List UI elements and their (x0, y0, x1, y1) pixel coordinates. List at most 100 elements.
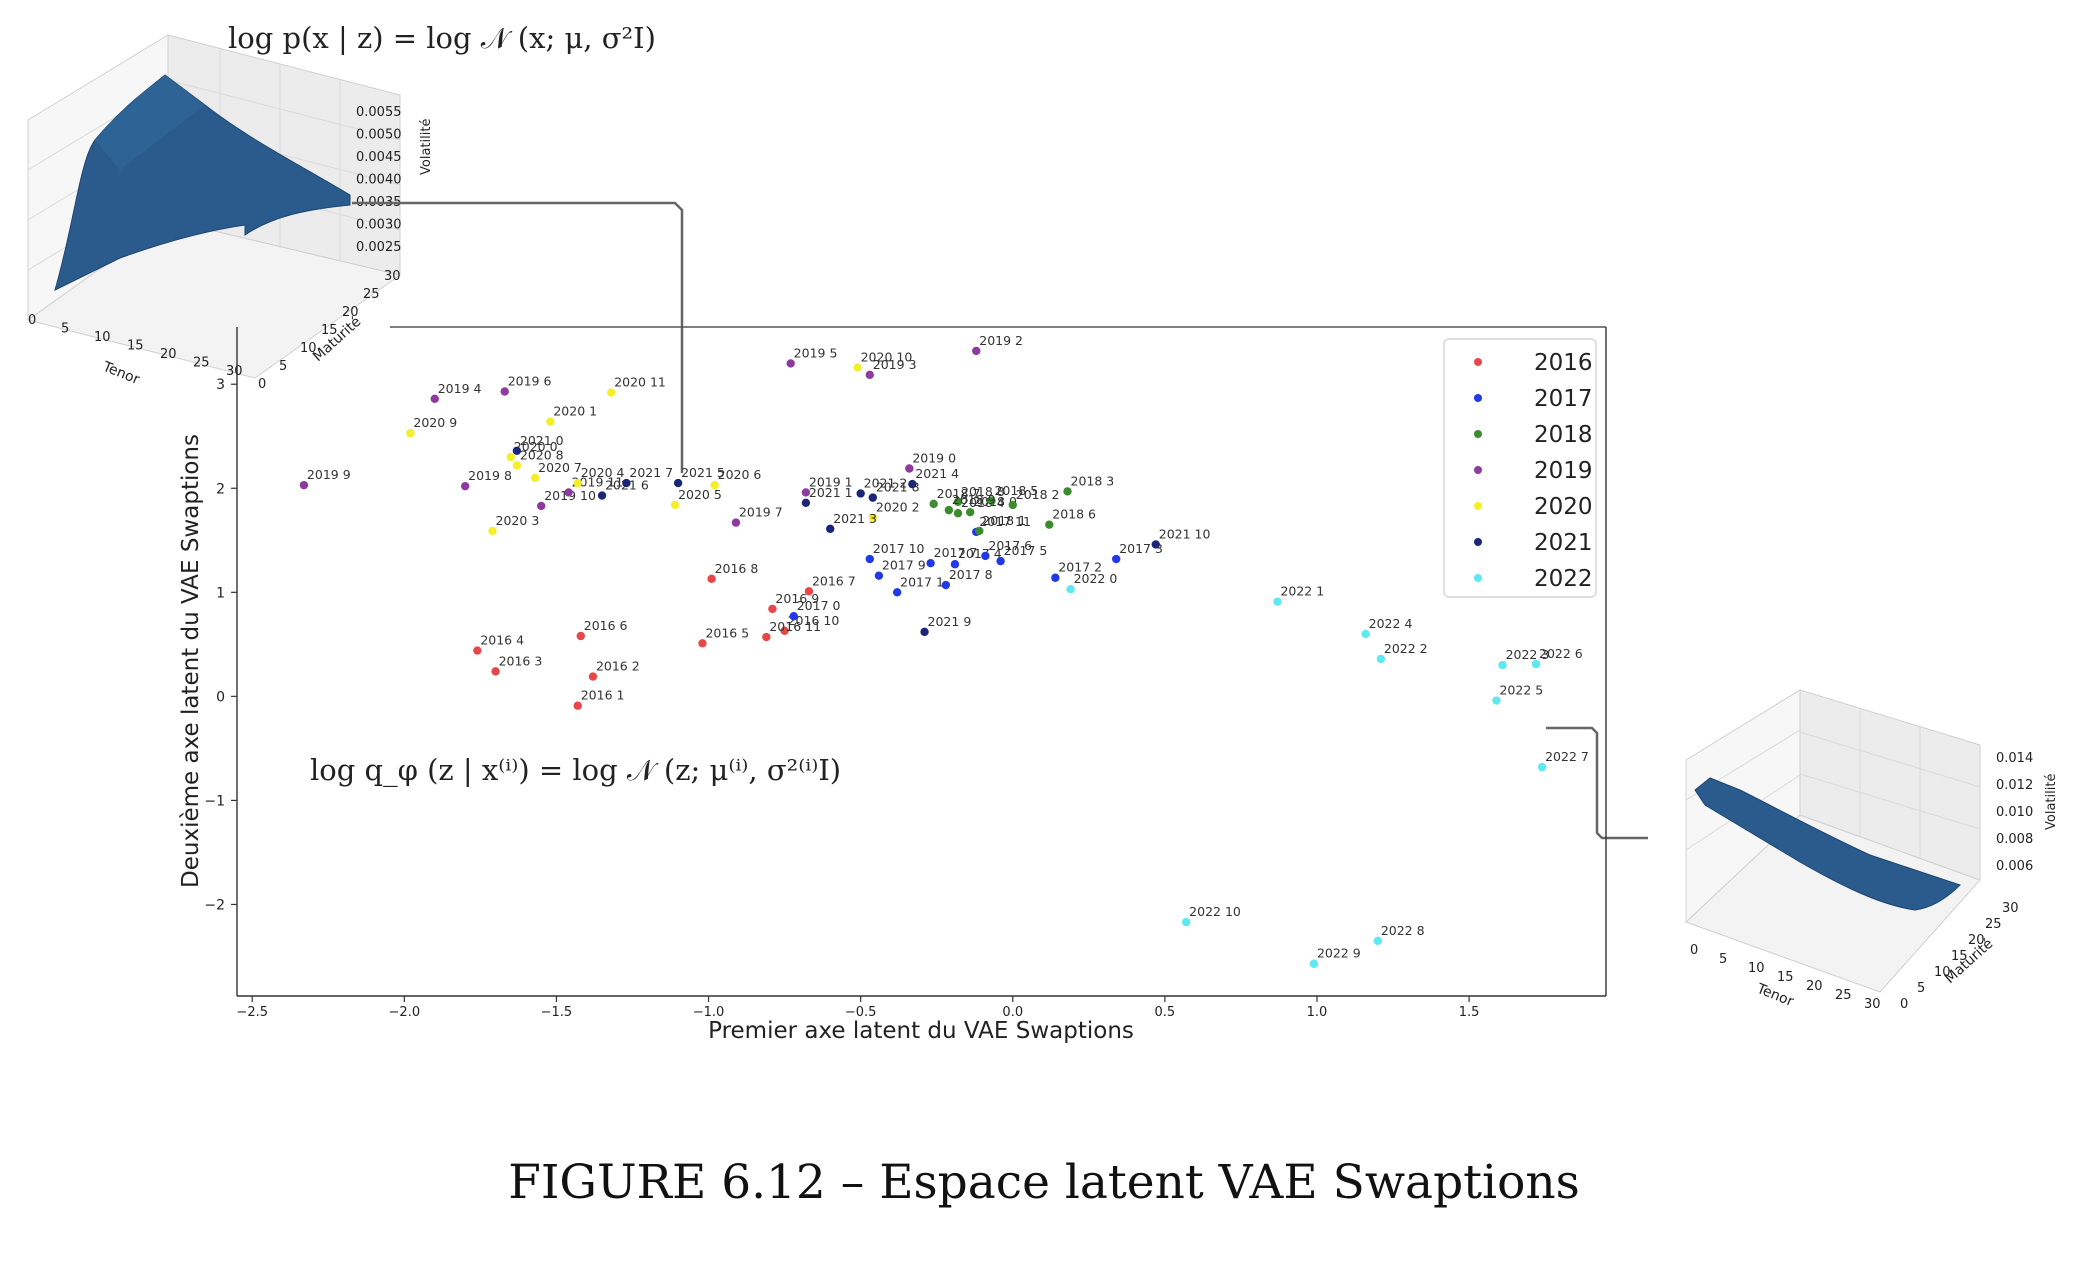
z-tick-label: 0.014 (1996, 751, 2033, 766)
surface-top-yticks: 05 10 15 20 25 30 (258, 269, 401, 392)
x-tick-label: 20 (160, 347, 177, 362)
series-2016: 2016 1 2016 2 2016 3 2016 4 2016 5 2016 6 2016… (473, 561, 856, 710)
point-label: 2016 10 (788, 613, 840, 628)
z-tick-label: 0.0045 (356, 150, 402, 165)
legend-label: 2016 (1534, 350, 1593, 376)
point-label: 2019 5 (794, 345, 838, 360)
z-tick-label: 0.010 (1996, 805, 2033, 820)
scatter-point (1181, 917, 1191, 927)
y-tick-label: 15 (321, 323, 338, 338)
x-tick-label: 1.5 (1459, 1005, 1480, 1020)
point-label: 2018 6 (1052, 507, 1096, 522)
series-2021: 2021 0 2021 1 2021 2 2021 3 2021 4 2021 5 2021… (512, 433, 1211, 637)
scatter-point (1492, 696, 1501, 705)
scatter-point (780, 626, 789, 636)
scatter-point (892, 588, 902, 597)
point-label: 2021 0 (520, 433, 564, 448)
y-tick-label: 0 (1900, 997, 1908, 1012)
scatter-point (1112, 554, 1121, 564)
scatter-point (868, 513, 878, 522)
point-label: 2019 1 (809, 474, 853, 489)
y-tick-label: −1 (204, 793, 225, 809)
scatter-point (573, 701, 582, 710)
legend-marker (1474, 394, 1482, 402)
series-2019: 2019 0 2019 1 2019 2 2019 3 2019 4 2019 5 2019… (299, 333, 1023, 527)
x-tick-label: 25 (193, 356, 210, 371)
point-label: 2016 2 (596, 659, 640, 674)
scatter-point (430, 394, 439, 403)
scatter-point (597, 491, 607, 500)
y-tick-label: −2 (204, 897, 225, 913)
scatter-point (488, 526, 497, 536)
y-tick-label: 25 (363, 287, 380, 302)
point-label: 2017 9 (882, 558, 926, 573)
x-tick-label: −1.5 (541, 1005, 573, 1020)
series-2022: 2022 0 2022 1 2022 2 2022 3 2022 4 2022 5 2022… (1066, 571, 1589, 968)
point-label: 2017 8 (949, 567, 993, 582)
y-axis-ticks: −2 −1 0 1 2 3 (204, 377, 237, 913)
scatter-point (975, 526, 984, 536)
point-label: 2021 10 (1159, 526, 1211, 541)
legend-label: 2017 (1534, 386, 1593, 412)
figure-caption: FIGURE 6.12 – Espace latent VAE Swaption… (508, 1155, 1580, 1210)
scatter-point (929, 499, 938, 509)
scatter-point (537, 501, 546, 511)
x-tick-label: 15 (1777, 970, 1794, 985)
y-tick-label: 20 (342, 305, 359, 320)
point-label: 2017 4 (958, 546, 1002, 561)
grid-line (1799, 773, 1981, 830)
scatter-point (1273, 597, 1282, 606)
scatter-point (905, 464, 914, 473)
point-label: 2019 9 (307, 467, 351, 482)
scatter-point (786, 359, 795, 368)
surface-top-zlabel: Volatilité (419, 119, 434, 175)
scatter-point (926, 558, 935, 568)
connector-surface-bottom (1546, 726, 1648, 840)
z-tick-label: 0.0025 (356, 240, 402, 255)
decoded-surface-top: 0.00550.00500.00450.00400.00350.00300.00… (26, 34, 434, 392)
point-label: 2019 8 (468, 468, 512, 483)
point-label: 2017 5 (1004, 543, 1048, 558)
scatter-point (801, 488, 811, 497)
point-label: 2019 4 (438, 381, 482, 396)
y-tick-label: 10 (300, 341, 317, 356)
point-label: 2018 2 (1016, 487, 1060, 502)
legend-marker (1474, 466, 1482, 474)
point-label: 2022 8 (1381, 923, 1425, 938)
point-label: 2022 6 (1539, 646, 1583, 661)
scatter-point (573, 478, 582, 488)
scatter-point (1537, 762, 1547, 772)
point-label: 2021 4 (915, 466, 959, 481)
scatter-point (826, 524, 835, 534)
point-label: 2016 8 (715, 561, 759, 576)
scatter-point (987, 496, 996, 505)
scatter-point (865, 554, 874, 564)
scatter-point (941, 580, 951, 590)
scatter-point (1008, 500, 1017, 510)
y-tick-label: 10 (1934, 965, 1951, 980)
point-label: 2016 9 (775, 591, 819, 606)
scatter-point (768, 604, 777, 614)
scatter-point (953, 497, 963, 506)
latent-scatter-plot: −2.5 −2.0 −1.5 −1.0 −0.5 0.0 0.5 1.0 1.5 −2 −1 0 1 2… (178, 327, 1607, 1044)
point-label: 2020 4 (581, 465, 625, 480)
y-tick-label: 5 (279, 359, 287, 374)
scatter-point (865, 370, 874, 380)
point-label: 2016 7 (812, 573, 856, 588)
scatter-point (576, 631, 585, 641)
z-tick-label: 0.0050 (356, 128, 402, 143)
x-tick-label: 0 (28, 313, 36, 328)
x-tick-label: 25 (1835, 988, 1852, 1003)
x-tick-label: 5 (61, 322, 69, 337)
scatter-point (512, 446, 522, 456)
scatter-point (460, 481, 470, 491)
point-label: 2017 11 (979, 514, 1031, 529)
point-label: 2020 0 (514, 439, 558, 454)
scatter-point (789, 612, 798, 621)
x-axis-ticks: −2.5 −2.0 −1.5 −1.0 −0.5 0.0 0.5 1.0 1.5 (236, 996, 1479, 1020)
connector-decoder (352, 201, 684, 473)
point-label: 2020 6 (718, 467, 762, 482)
point-label: 2017 2 (1058, 560, 1102, 575)
scatter-point (707, 574, 716, 583)
